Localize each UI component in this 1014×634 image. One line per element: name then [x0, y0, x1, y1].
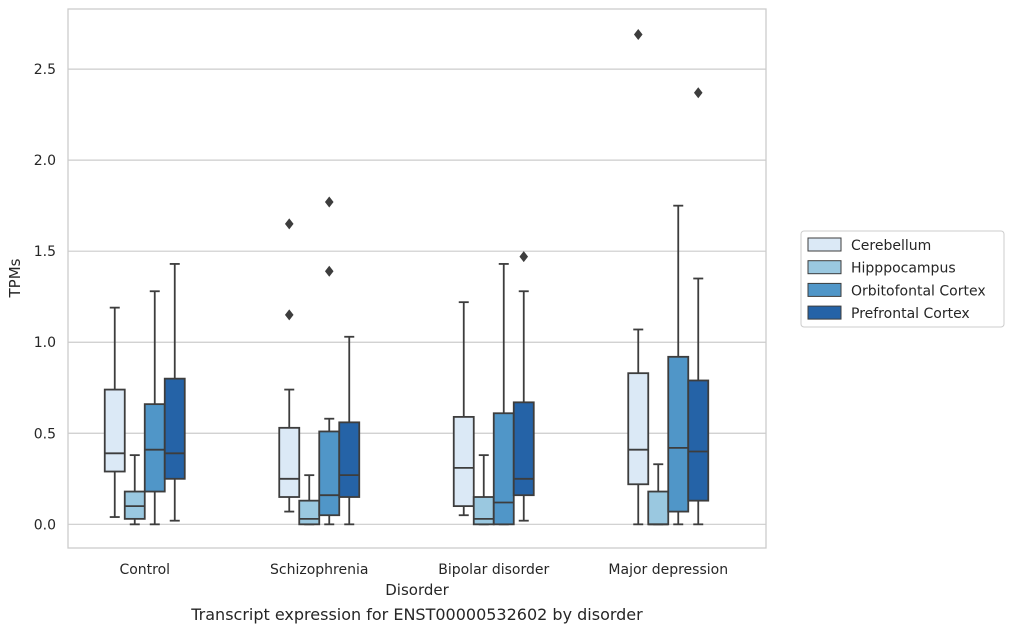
legend-swatch [807, 282, 842, 297]
legend-label: Orbitofontal Cortex [851, 283, 986, 299]
box-hipppocampus [647, 463, 670, 526]
x-tick-label: Bipolar disorder [438, 562, 549, 578]
box-body [647, 490, 670, 526]
box-prefrontal-cortex [338, 335, 361, 526]
legend-label: Hipppocampus [851, 261, 956, 277]
y-tick-label: 2.0 [34, 153, 56, 169]
x-tick-labels: Control Schizophrenia Bipolar disorder Majo… [119, 562, 728, 578]
outlier-point [519, 251, 529, 263]
y-tick-label: 0.0 [34, 517, 56, 533]
box-body [318, 430, 341, 517]
outlier-point [324, 265, 334, 277]
y-tick-label: 2.5 [34, 62, 56, 78]
box-body [298, 499, 321, 526]
box-body [492, 412, 515, 526]
box-prefrontal-cortex [512, 251, 535, 522]
box-cerebellum [452, 301, 475, 517]
box-hipppocampus [298, 474, 321, 526]
outlier-point [284, 218, 294, 230]
box-body [338, 421, 361, 498]
y-tick-label: 1.0 [34, 335, 56, 351]
legend-swatch [807, 305, 842, 320]
x-tick-label: Major depression [608, 562, 728, 578]
box-orbitofontal-cortex [492, 263, 515, 526]
box-body [143, 403, 166, 493]
box-cerebellum [103, 306, 126, 518]
box-hipppocampus [472, 454, 495, 526]
x-tick-label: Schizophrenia [270, 562, 368, 578]
outlier-point [324, 196, 334, 208]
outlier-point [633, 28, 643, 40]
box-body [512, 401, 535, 497]
legend-item: Orbitofontal Cortex [807, 282, 986, 299]
box-orbitofontal-cortex [667, 204, 690, 526]
box-body [472, 496, 495, 526]
legend-label: Prefrontal Cortex [851, 306, 970, 322]
box-prefrontal-cortex [163, 263, 186, 522]
box-body [687, 379, 710, 502]
legend-swatch [807, 260, 842, 275]
box-body [123, 490, 146, 520]
box-body [103, 388, 126, 473]
box-body [163, 377, 186, 480]
y-tick-labels: 0.0 0.5 1.0 1.5 2.0 2.5 [34, 62, 56, 533]
y-tick-label: 0.5 [34, 426, 56, 442]
plot-area-frame [67, 8, 767, 549]
box-body [452, 415, 475, 508]
legend-item: Cerebellum [807, 237, 931, 254]
legend-item: Prefrontal Cortex [807, 305, 970, 322]
y-tick-label: 1.5 [34, 244, 56, 260]
figure-caption: Transcript expression for ENST0000053260… [191, 605, 643, 624]
box-orbitofontal-cortex [143, 290, 166, 526]
outlier-point [693, 87, 703, 99]
legend: Cerebellum Hipppocampus Orbitofontal Corte… [800, 230, 1005, 328]
legend-swatch [807, 237, 842, 252]
legend-label: Cerebellum [851, 238, 931, 254]
x-axis-label: Disorder [385, 581, 449, 599]
legend-frame [800, 230, 1005, 328]
box-body [278, 426, 301, 498]
legend-item: Hipppocampus [807, 260, 956, 277]
box-cerebellum [278, 218, 301, 513]
box-cerebellum [627, 28, 650, 526]
box-prefrontal-cortex [687, 87, 710, 526]
outlier-point [284, 309, 294, 321]
y-axis-label: TPMs [6, 258, 24, 298]
box-plots [103, 28, 710, 526]
box-hipppocampus [123, 454, 146, 526]
box-orbitofontal-cortex [318, 196, 341, 526]
x-tick-label: Control [119, 562, 170, 578]
box-body [667, 355, 690, 513]
box-body [627, 372, 650, 486]
